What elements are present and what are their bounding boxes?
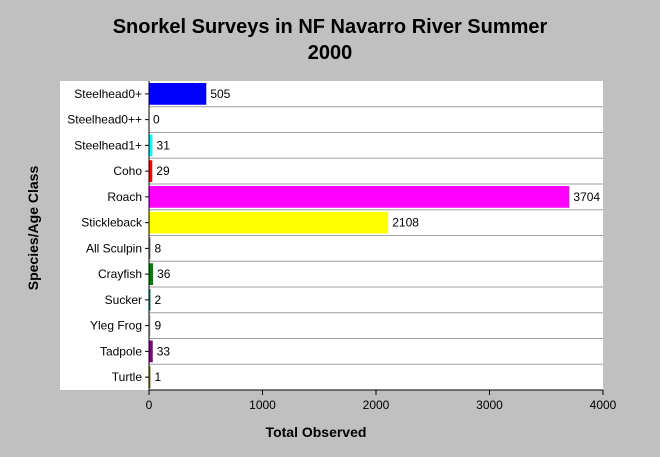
bar-stickleback [149,211,389,234]
chart-title: Snorkel Surveys in NF Navarro River Summ… [0,14,660,66]
x-tick-label-1000: 1000 [249,398,276,412]
category-labels: Steelhead0+ Steelhead0++ Steelhead1+ Coho Ro… [67,87,149,384]
category-label-yleg-frog: Yleg Frog [90,319,142,333]
value-label-turtle: 1 [155,370,162,384]
x-ticks: 0 1000 2000 3000 4000 [146,390,617,412]
bar-steelhead0 [149,83,207,105]
category-label-steelhead0: Steelhead0+ [74,87,142,101]
chart-title-line-2: 2000 [307,42,353,64]
x-tick-label-0: 0 [146,398,153,412]
bar-roach [149,186,570,208]
value-label-steelhead0: 0 [153,113,160,127]
bar-steelhead1 [149,134,153,157]
bar-yleg-frog [149,314,151,337]
x-tick-label-2000: 2000 [363,398,390,412]
category-label-sucker: Sucker [105,293,142,307]
value-label-tadpole: 33 [157,344,171,358]
category-label-roach: Roach [107,190,142,204]
bars [149,83,570,388]
bar-sucker [149,289,151,311]
category-label-tadpole: Tadpole [100,344,142,358]
value-label-sucker: 2 [155,293,162,307]
x-axis-label: Total Observed [265,424,367,440]
x-tick-label-4000: 4000 [590,398,617,412]
value-label-stickleback: 2108 [392,216,419,230]
category-label-turtle: Turtle [112,370,143,384]
value-label-coho: 29 [156,164,170,178]
category-label-crayfish: Crayfish [98,267,142,281]
chart-title-line-1: Snorkel Surveys in NF Navarro River Summ… [112,16,548,38]
bar-turtle [149,366,151,388]
value-label-all-sculpin: 8 [155,241,162,255]
bar-crayfish [149,263,154,285]
value-label-roach: 3704 [573,190,600,204]
value-label-yleg-frog: 9 [155,319,162,333]
category-label-all-sculpin: All Sculpin [86,241,142,255]
value-label-crayfish: 36 [157,267,171,281]
bar-coho [149,160,153,182]
value-label-steelhead0: 505 [210,87,230,101]
bar-all-sculpin [149,237,151,260]
grid-lines [149,106,603,365]
category-label-steelhead0: Steelhead0++ [67,113,142,127]
category-label-steelhead1: Steelhead1+ [74,138,142,152]
bar-tadpole [149,340,153,363]
category-label-coho: Coho [113,164,142,178]
x-tick-label-3000: 3000 [476,398,503,412]
value-label-steelhead1: 31 [157,138,171,152]
category-label-stickleback: Stickleback [81,216,143,230]
